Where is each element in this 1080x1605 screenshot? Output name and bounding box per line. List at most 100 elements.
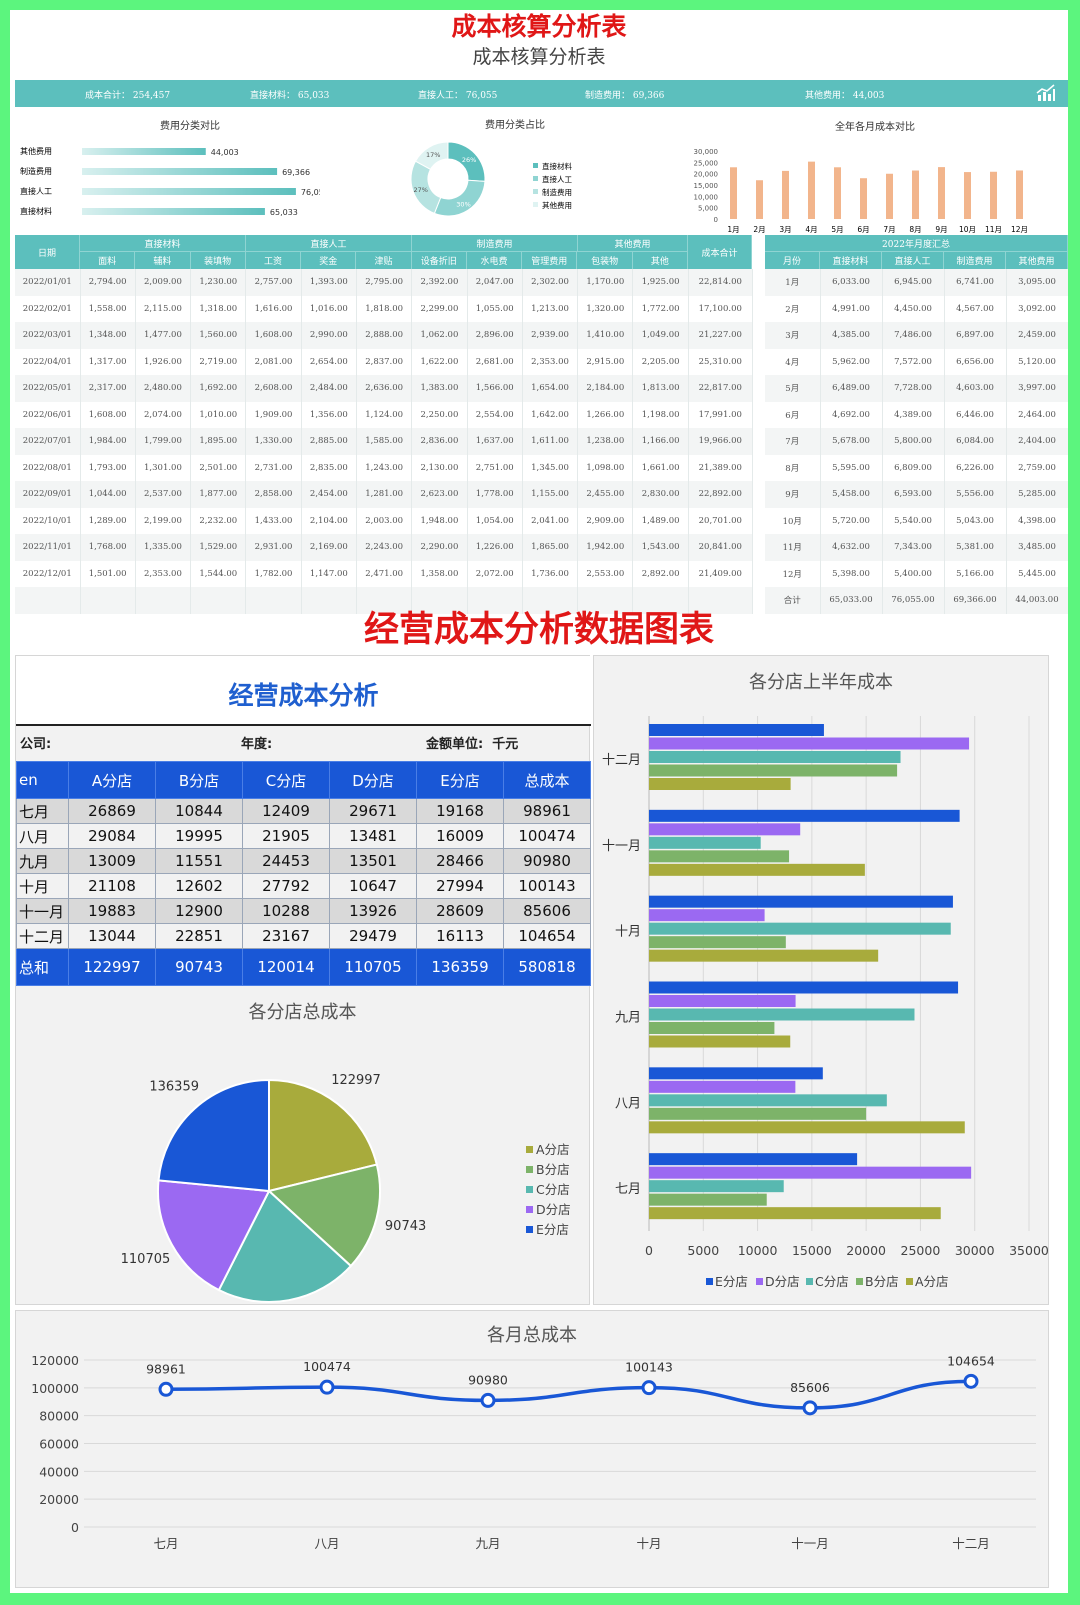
table-cell: 1,736.00 xyxy=(522,560,579,587)
table-cell: 1,637.00 xyxy=(467,428,523,455)
legend-label: C分店 xyxy=(815,1274,849,1289)
table-cell: 136359 xyxy=(416,948,504,986)
tick-label: 60000 xyxy=(39,1437,79,1452)
bar xyxy=(649,1166,972,1179)
table-cell: 23167 xyxy=(242,923,330,949)
bar xyxy=(886,173,893,219)
bar xyxy=(649,895,953,908)
legend-swatch xyxy=(533,202,538,207)
col-header-3: 装填物 xyxy=(191,252,246,269)
bar xyxy=(649,1080,796,1093)
table-cell: 1,948.00 xyxy=(411,507,468,534)
table-cell: 10647 xyxy=(329,873,417,899)
slice xyxy=(266,1163,381,1268)
table-cell: 7,728.00 xyxy=(882,375,945,402)
page: 成本核算分析表 成本核算分析表 成本合计： 254,457 直接材料： 65,0… xyxy=(10,10,1068,1593)
bar xyxy=(649,1180,784,1193)
bar xyxy=(649,909,765,922)
data-point xyxy=(641,1380,657,1396)
col-header-2: 辅料 xyxy=(135,252,191,269)
table-cell xyxy=(15,587,81,614)
category-label: 12月 xyxy=(1011,225,1028,234)
table-cell: 4,389.00 xyxy=(882,401,945,428)
data-label: 65,033 xyxy=(270,208,298,217)
table-cell xyxy=(356,587,413,614)
bar xyxy=(756,180,763,219)
table-cell: 19883 xyxy=(68,898,156,924)
detail-table: 2022/01/01 2,794.00 2,009.00 1,230.00 2,757.… xyxy=(15,269,753,614)
monthly-col-header-2: 直接材料 xyxy=(820,252,882,269)
table-cell: 2,353.00 xyxy=(135,560,192,587)
category-label: 十一月 xyxy=(602,839,641,854)
table-cell: 2,757.00 xyxy=(245,269,302,296)
data-label: 136359 xyxy=(149,1080,199,1095)
table-cell: 2,623.00 xyxy=(411,481,468,508)
category-label: 8月 xyxy=(909,225,921,234)
table-cell: 1,243.00 xyxy=(356,454,413,481)
table-row: 八月 29084 19995 21905 13481 16009 100474 xyxy=(16,823,591,849)
bar xyxy=(649,1193,767,1206)
table-cell: 2,990.00 xyxy=(301,322,357,349)
table-cell: 9月 xyxy=(765,481,821,508)
table-cell: 1,778.00 xyxy=(467,481,523,508)
col-header-7: 设备折旧 xyxy=(412,252,467,269)
bar xyxy=(82,208,265,215)
category-label: 制造费用 xyxy=(20,166,52,176)
table-cell: 1,266.00 xyxy=(577,401,634,428)
table-cell: 1,544.00 xyxy=(190,560,247,587)
bar xyxy=(730,167,737,219)
legend-swatch xyxy=(906,1278,913,1285)
table-cell: 1,768.00 xyxy=(80,534,136,561)
table-cell: 1,611.00 xyxy=(522,428,579,455)
table-cell: 28609 xyxy=(416,898,504,924)
group-header-labor: 直接人工 xyxy=(246,235,412,252)
table-cell xyxy=(467,587,523,614)
tick-label: 25,000 xyxy=(694,159,719,167)
category-label: 十月 xyxy=(636,1536,661,1551)
table-row: 十一月 19883 12900 10288 13926 28609 85606 xyxy=(16,898,591,924)
table-cell: 104654 xyxy=(503,923,591,949)
tick-label: 15000 xyxy=(792,1243,832,1258)
table-cell: 22851 xyxy=(155,923,243,949)
table-cell: 2,003.00 xyxy=(356,507,413,534)
table-cell: 5,398.00 xyxy=(820,560,883,587)
table-cell: 2,459.00 xyxy=(1006,322,1068,349)
table-cell: 1,909.00 xyxy=(245,401,302,428)
table-cell: 2,830.00 xyxy=(632,481,689,508)
table-cell: 2,888.00 xyxy=(356,322,413,349)
table-cell: 2,892.00 xyxy=(632,560,689,587)
table-cell: 21108 xyxy=(68,873,156,899)
table-cell: 5,285.00 xyxy=(1006,481,1068,508)
legend-swatch xyxy=(526,1186,533,1193)
monthly-col-header-3: 直接人工 xyxy=(882,252,944,269)
shop-total-pie-chart: 12299790743120014110705136359A分店B分店C分店D分… xyxy=(121,1073,571,1303)
bar xyxy=(649,1022,775,1034)
table-cell: 27792 xyxy=(242,873,330,899)
tick-label: 15,000 xyxy=(694,182,719,190)
trend-chart-icon[interactable] xyxy=(1036,84,1056,102)
table-cell: 2,719.00 xyxy=(190,348,247,375)
table-cell: 2,250.00 xyxy=(411,401,468,428)
table-cell: 11551 xyxy=(155,848,243,874)
bar xyxy=(649,995,796,1007)
header-cell: C分店 xyxy=(242,761,330,799)
red-title: 成本核算分析表 xyxy=(451,12,627,41)
table-cell: 十一月 xyxy=(16,898,69,924)
table-cell: 1,348.00 xyxy=(80,322,136,349)
table-cell: 29671 xyxy=(329,798,417,824)
table-cell: 1,654.00 xyxy=(522,375,579,402)
table-cell: 1,642.00 xyxy=(522,401,579,428)
data-label: 44,003 xyxy=(211,148,239,157)
table-cell: 合计 xyxy=(765,587,821,614)
col-header-date: 日期 xyxy=(15,235,80,269)
table-cell: 5,458.00 xyxy=(820,481,883,508)
table-cell: 2,302.00 xyxy=(522,269,579,296)
table-cell: 1,558.00 xyxy=(80,295,136,322)
data-point xyxy=(963,1373,979,1389)
table-cell: 2,081.00 xyxy=(245,348,302,375)
table-cell: 19,966.00 xyxy=(688,428,753,455)
category-label: 7月 xyxy=(883,225,895,234)
table-cell: 1,692.00 xyxy=(190,375,247,402)
table-cell: 44,003.00 xyxy=(1006,587,1068,614)
category-label: 2月 xyxy=(753,225,765,234)
